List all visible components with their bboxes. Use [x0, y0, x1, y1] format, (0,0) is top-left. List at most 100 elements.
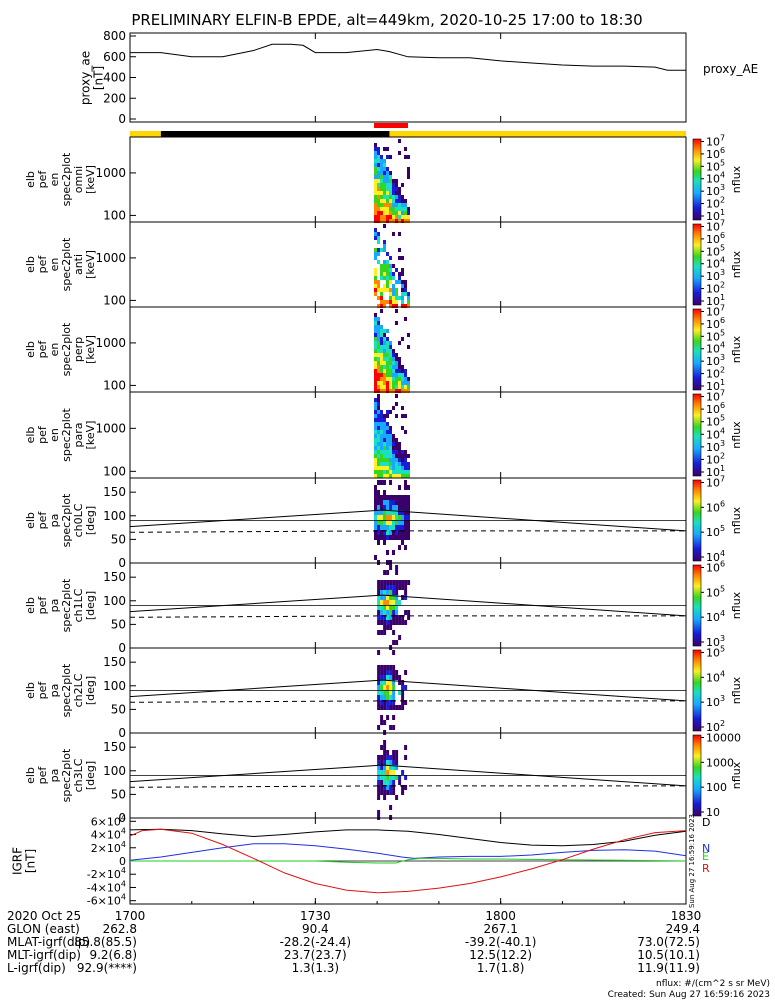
heat-cell: [380, 248, 383, 252]
heat-cell: [401, 505, 404, 510]
heat-cell: [386, 288, 389, 292]
heat-cell: [380, 365, 383, 369]
heat-cell: [383, 740, 387, 745]
ytick-label: 150: [103, 655, 126, 669]
heat-cell: [386, 211, 389, 215]
ytick-label: 1000: [95, 166, 126, 180]
heat-cell: [389, 510, 392, 515]
heat-cell: [401, 272, 404, 276]
ae-ytick-label: 800: [103, 29, 126, 43]
heat-cell: [374, 510, 377, 515]
heat-cell: [383, 580, 387, 585]
heat-cell: [377, 418, 380, 422]
heat-cell: [386, 179, 389, 183]
heat-cell: [383, 690, 387, 695]
heat-cell: [383, 337, 386, 341]
heat-cell: [404, 530, 407, 535]
heat-cell: [374, 406, 377, 410]
heat-cell: [398, 219, 401, 223]
heat-cell: [398, 585, 402, 590]
heat-cell: [395, 292, 398, 296]
heat-cell: [377, 406, 380, 410]
heat-cell: [383, 685, 387, 690]
heat-cell: [386, 520, 389, 525]
heat-cell: [383, 665, 387, 670]
heat-cell: [383, 171, 386, 175]
heat-cell: [377, 665, 381, 670]
heat-cell: [395, 381, 398, 385]
heat-cell: [398, 635, 402, 640]
heat-cell: [401, 790, 405, 795]
colorbar-tick-label: 102: [706, 281, 725, 296]
heat-cell: [377, 365, 380, 369]
heat-cell: [383, 159, 386, 163]
heat-cell: [377, 333, 380, 337]
heat-cell: [398, 470, 401, 474]
heat-cell: [383, 264, 386, 268]
heat-cell: [395, 505, 398, 510]
heat-cell: [395, 191, 398, 195]
heat-cell: [395, 640, 399, 645]
page-title: PRELIMINARY ELFIN-B EPDE, alt=449km, 202…: [131, 11, 642, 29]
heat-cell: [389, 373, 392, 377]
heat-cell: [407, 333, 410, 337]
heat-cell: [392, 760, 396, 765]
heat-cell: [404, 458, 407, 462]
xaxis-row-label: MLAT-igrf(dip): [7, 935, 90, 949]
heat-cell: [392, 458, 395, 462]
colorbar: [692, 223, 702, 306]
loss-cone-dashed-line: [129, 615, 686, 618]
heat-cell: [392, 690, 396, 695]
heat-cell: [389, 369, 392, 373]
heat-cell: [383, 458, 386, 462]
heat-cell: [404, 454, 407, 458]
heat-cell: [401, 414, 404, 418]
xaxis-value: 90.4: [302, 922, 329, 936]
heat-cell: [377, 325, 380, 329]
heat-cell: [389, 675, 393, 680]
heat-cell: [389, 430, 392, 434]
heat-cell: [395, 207, 398, 211]
heat-cell: [386, 284, 389, 288]
panel-ylabel: elb: [24, 597, 37, 614]
ytick-label: 100: [103, 208, 126, 222]
colorbar-tick-label: 101: [706, 293, 725, 308]
heat-cell: [407, 211, 410, 215]
heat-cell: [395, 530, 398, 535]
heat-cell: [374, 272, 377, 276]
heat-cell: [374, 402, 377, 406]
panel-ylabel: pef: [36, 596, 49, 615]
heat-cell: [383, 590, 387, 595]
heat-cell: [380, 296, 383, 300]
heat-cell: [389, 670, 393, 675]
heat-cell: [374, 325, 377, 329]
heat-cell: [377, 284, 380, 288]
heat-cell: [377, 470, 380, 474]
heat-cell: [401, 540, 404, 545]
xaxis-value: 1.3(1.3): [292, 961, 340, 975]
heat-cell: [404, 745, 408, 750]
panel-ylabel: [deg]: [84, 761, 97, 790]
heat-cell: [377, 381, 380, 385]
heat-cell: [389, 381, 392, 385]
heat-cell: [386, 775, 390, 780]
heat-cell: [395, 570, 399, 575]
heat-cell: [380, 775, 384, 780]
heat-cell: [386, 515, 389, 520]
heat-cell: [404, 670, 408, 675]
heat-cell: [380, 680, 384, 685]
heat-cell: [392, 389, 395, 393]
heat-cell: [386, 341, 389, 345]
heat-cell: [377, 595, 381, 600]
heat-cell: [383, 345, 386, 349]
heat-cell: [377, 195, 380, 199]
heat-cell: [380, 585, 384, 590]
heat-cell: [377, 349, 380, 353]
heat-cell: [386, 525, 389, 530]
heat-cell: [377, 147, 380, 151]
heat-cell: [392, 550, 395, 555]
heat-cell: [386, 349, 389, 353]
heat-cell: [404, 535, 407, 540]
panel-ylabel: spec2plot: [60, 237, 73, 291]
heat-cell: [380, 785, 384, 790]
